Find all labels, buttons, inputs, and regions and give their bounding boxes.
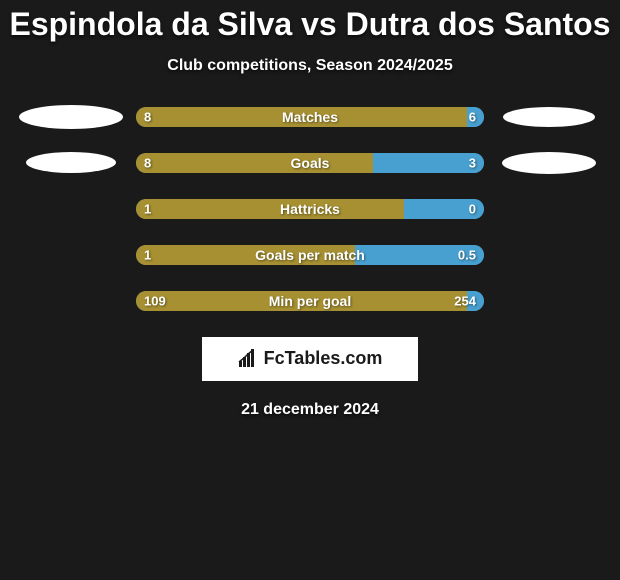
stat-bar-left-value: 1: [144, 201, 151, 216]
page-subtitle: Club competitions, Season 2024/2025: [0, 57, 620, 75]
brand-text: FcTables.com: [264, 348, 383, 369]
stat-bar-left-value: 109: [144, 293, 166, 308]
stat-bar-left-value: 1: [144, 247, 151, 262]
stats-container: Matches 8 6 Goals 8 3 Hattricks 1 0 Goals per mat…: [0, 107, 620, 311]
stat-row-left-cell: [6, 152, 136, 173]
stat-bar-left-value: 8: [144, 155, 151, 170]
stat-bar-label: Min per goal: [269, 293, 351, 309]
left-oval-marker: [26, 152, 116, 173]
stat-bar-right-value: 6: [469, 109, 476, 124]
stat-bar-label: Hattricks: [280, 201, 340, 217]
right-oval-marker: [503, 107, 595, 127]
footer-date: 21 december 2024: [0, 401, 620, 419]
stat-bar: Goals 8 3: [136, 153, 484, 173]
stat-bar-right-value: 3: [469, 155, 476, 170]
stat-bar-label: Matches: [282, 109, 338, 125]
stat-row: Goals per match 1 0.5: [0, 245, 620, 265]
stat-bar: Goals per match 1 0.5: [136, 245, 484, 265]
stat-bar-right-fill: [373, 153, 484, 173]
stat-row: Goals 8 3: [0, 153, 620, 173]
stat-row: Hattricks 1 0: [0, 199, 620, 219]
stat-bar-right-value: 0: [469, 201, 476, 216]
page-title: Espindola da Silva vs Dutra dos Santos: [0, 0, 620, 43]
stat-row-left-cell: [6, 105, 136, 129]
stat-bar: Matches 8 6: [136, 107, 484, 127]
stat-row-right-cell: [484, 107, 614, 127]
stat-bar-right-value: 254: [454, 293, 476, 308]
stat-row: Matches 8 6: [0, 107, 620, 127]
stat-bar-left-fill: [136, 153, 373, 173]
stat-bar-right-value: 0.5: [458, 247, 476, 262]
brand-box: FcTables.com: [202, 337, 418, 381]
left-oval-marker: [19, 105, 123, 129]
stat-bar-left-fill: [136, 199, 404, 219]
stat-bar-label: Goals per match: [255, 247, 365, 263]
bar-chart-icon: [238, 349, 260, 369]
stat-row: Min per goal 109 254: [0, 291, 620, 311]
stat-bar: Min per goal 109 254: [136, 291, 484, 311]
stat-bar-left-value: 8: [144, 109, 151, 124]
stat-bar-label: Goals: [291, 155, 330, 171]
stat-bar: Hattricks 1 0: [136, 199, 484, 219]
right-oval-marker: [502, 152, 596, 174]
stat-row-right-cell: [484, 152, 614, 174]
